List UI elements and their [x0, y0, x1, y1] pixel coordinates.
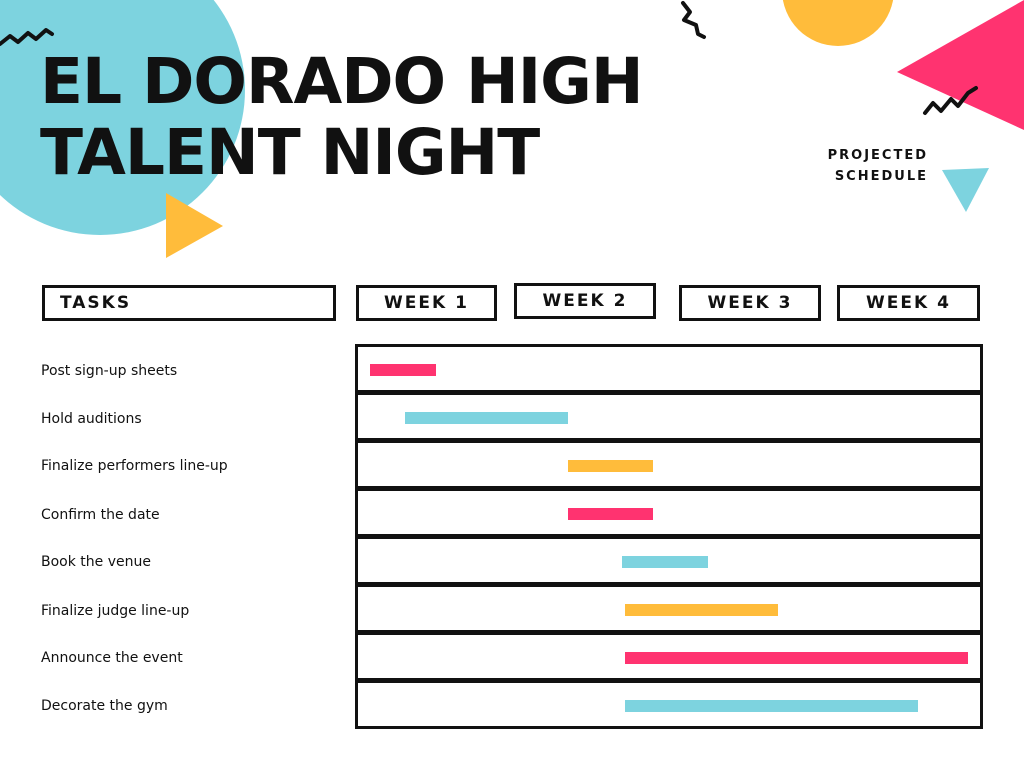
column-header-week-1: WEEK 1 [356, 285, 497, 321]
column-header-week-2: WEEK 2 [514, 283, 656, 319]
task-label: Finalize judge line-up [41, 603, 190, 619]
column-header-week-3: WEEK 3 [679, 285, 821, 321]
pink-triangle-decoration [897, 0, 1024, 130]
zigzag-right-decoration [923, 86, 978, 115]
zigzag-top-left-decoration [0, 28, 54, 46]
gantt-bar [567, 460, 654, 472]
gantt-row [355, 344, 983, 393]
gantt-row [355, 440, 983, 489]
task-label: Finalize performers line-up [41, 458, 228, 474]
task-label: Confirm the date [41, 507, 160, 523]
blue-triangle-decoration [942, 168, 989, 212]
gantt-bar [625, 700, 918, 712]
column-header-week-4: WEEK 4 [837, 285, 980, 321]
task-label: Announce the event [41, 650, 183, 666]
task-label: Decorate the gym [41, 698, 168, 714]
yellow-circle-decoration [782, 0, 894, 46]
column-header-tasks: TASKS [42, 285, 336, 321]
gantt-bar [625, 652, 968, 664]
gantt-grid [355, 344, 983, 729]
subtitle-line-2: SCHEDULE [834, 169, 928, 184]
gantt-bar [622, 556, 708, 568]
gantt-bar [404, 412, 568, 424]
gantt-bar [370, 364, 436, 376]
gantt-bar [625, 604, 778, 616]
task-label: Book the venue [41, 554, 151, 570]
gantt-bar [567, 508, 654, 520]
task-label: Hold auditions [41, 411, 142, 427]
yellow-triangle-decoration [166, 193, 223, 258]
subtitle-line-1: PROJECTED [827, 148, 928, 163]
page-title-line-2: TALENT NIGHT [40, 116, 540, 189]
gantt-row [355, 488, 983, 537]
task-label: Post sign-up sheets [41, 363, 178, 379]
page-title-line-1: EL DORADO HIGH [40, 45, 644, 118]
zigzag-top-center-decoration [681, 1, 706, 39]
